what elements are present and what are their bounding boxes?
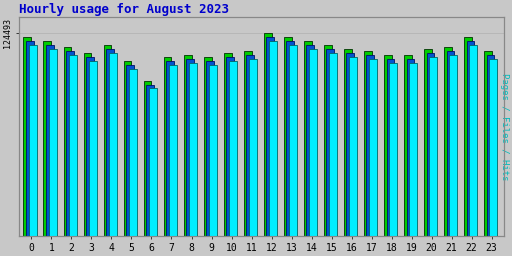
Bar [289, 45, 297, 236]
Bar [307, 45, 314, 236]
Bar [264, 33, 271, 236]
Bar [83, 53, 92, 236]
Bar [464, 37, 472, 236]
Bar [149, 89, 157, 236]
Y-axis label: Pages / Files / Hits: Pages / Files / Hits [500, 72, 509, 180]
Bar [426, 53, 435, 236]
Bar [87, 57, 94, 236]
Bar [347, 53, 354, 236]
Bar [109, 53, 117, 236]
Bar [89, 61, 97, 236]
Bar [450, 55, 457, 236]
Bar [383, 55, 392, 236]
Bar [103, 45, 112, 236]
Bar [444, 47, 452, 236]
Bar [387, 59, 394, 236]
Bar [486, 55, 495, 236]
Bar [67, 51, 74, 236]
Bar [367, 55, 374, 236]
Bar [63, 47, 72, 236]
Bar [123, 61, 132, 236]
Bar [24, 37, 31, 236]
Bar [466, 41, 475, 236]
Bar [226, 57, 234, 236]
Bar [344, 49, 352, 236]
Bar [470, 45, 477, 236]
Bar [430, 57, 437, 236]
Bar [349, 57, 357, 236]
Bar [244, 51, 251, 236]
Bar [143, 81, 152, 236]
Bar [249, 59, 257, 236]
Bar [229, 61, 237, 236]
Bar [329, 53, 337, 236]
Bar [189, 63, 197, 236]
Bar [186, 59, 195, 236]
Bar [424, 49, 432, 236]
Bar [204, 57, 211, 236]
Bar [369, 59, 377, 236]
Bar [184, 55, 191, 236]
Bar [49, 49, 57, 236]
Bar [129, 69, 137, 236]
Bar [44, 41, 51, 236]
Bar [403, 55, 412, 236]
Bar [29, 45, 37, 236]
Bar [309, 49, 317, 236]
Bar [286, 41, 294, 236]
Bar [46, 45, 54, 236]
Bar [209, 65, 217, 236]
Bar [146, 84, 154, 236]
Bar [163, 57, 172, 236]
Bar [266, 37, 274, 236]
Bar [389, 63, 397, 236]
Bar [284, 37, 291, 236]
Text: Hourly usage for August 2023: Hourly usage for August 2023 [19, 3, 229, 16]
Bar [224, 53, 231, 236]
Bar [69, 55, 77, 236]
Bar [364, 51, 372, 236]
Bar [126, 65, 134, 236]
Bar [407, 59, 414, 236]
Bar [269, 41, 277, 236]
Bar [446, 51, 455, 236]
Bar [304, 41, 312, 236]
Bar [169, 65, 177, 236]
Bar [410, 63, 417, 236]
Bar [484, 51, 492, 236]
Bar [106, 49, 114, 236]
Bar [26, 41, 34, 236]
Bar [246, 55, 254, 236]
Bar [206, 61, 215, 236]
Bar [166, 61, 174, 236]
Bar [489, 59, 497, 236]
Bar [324, 45, 332, 236]
Bar [327, 49, 334, 236]
